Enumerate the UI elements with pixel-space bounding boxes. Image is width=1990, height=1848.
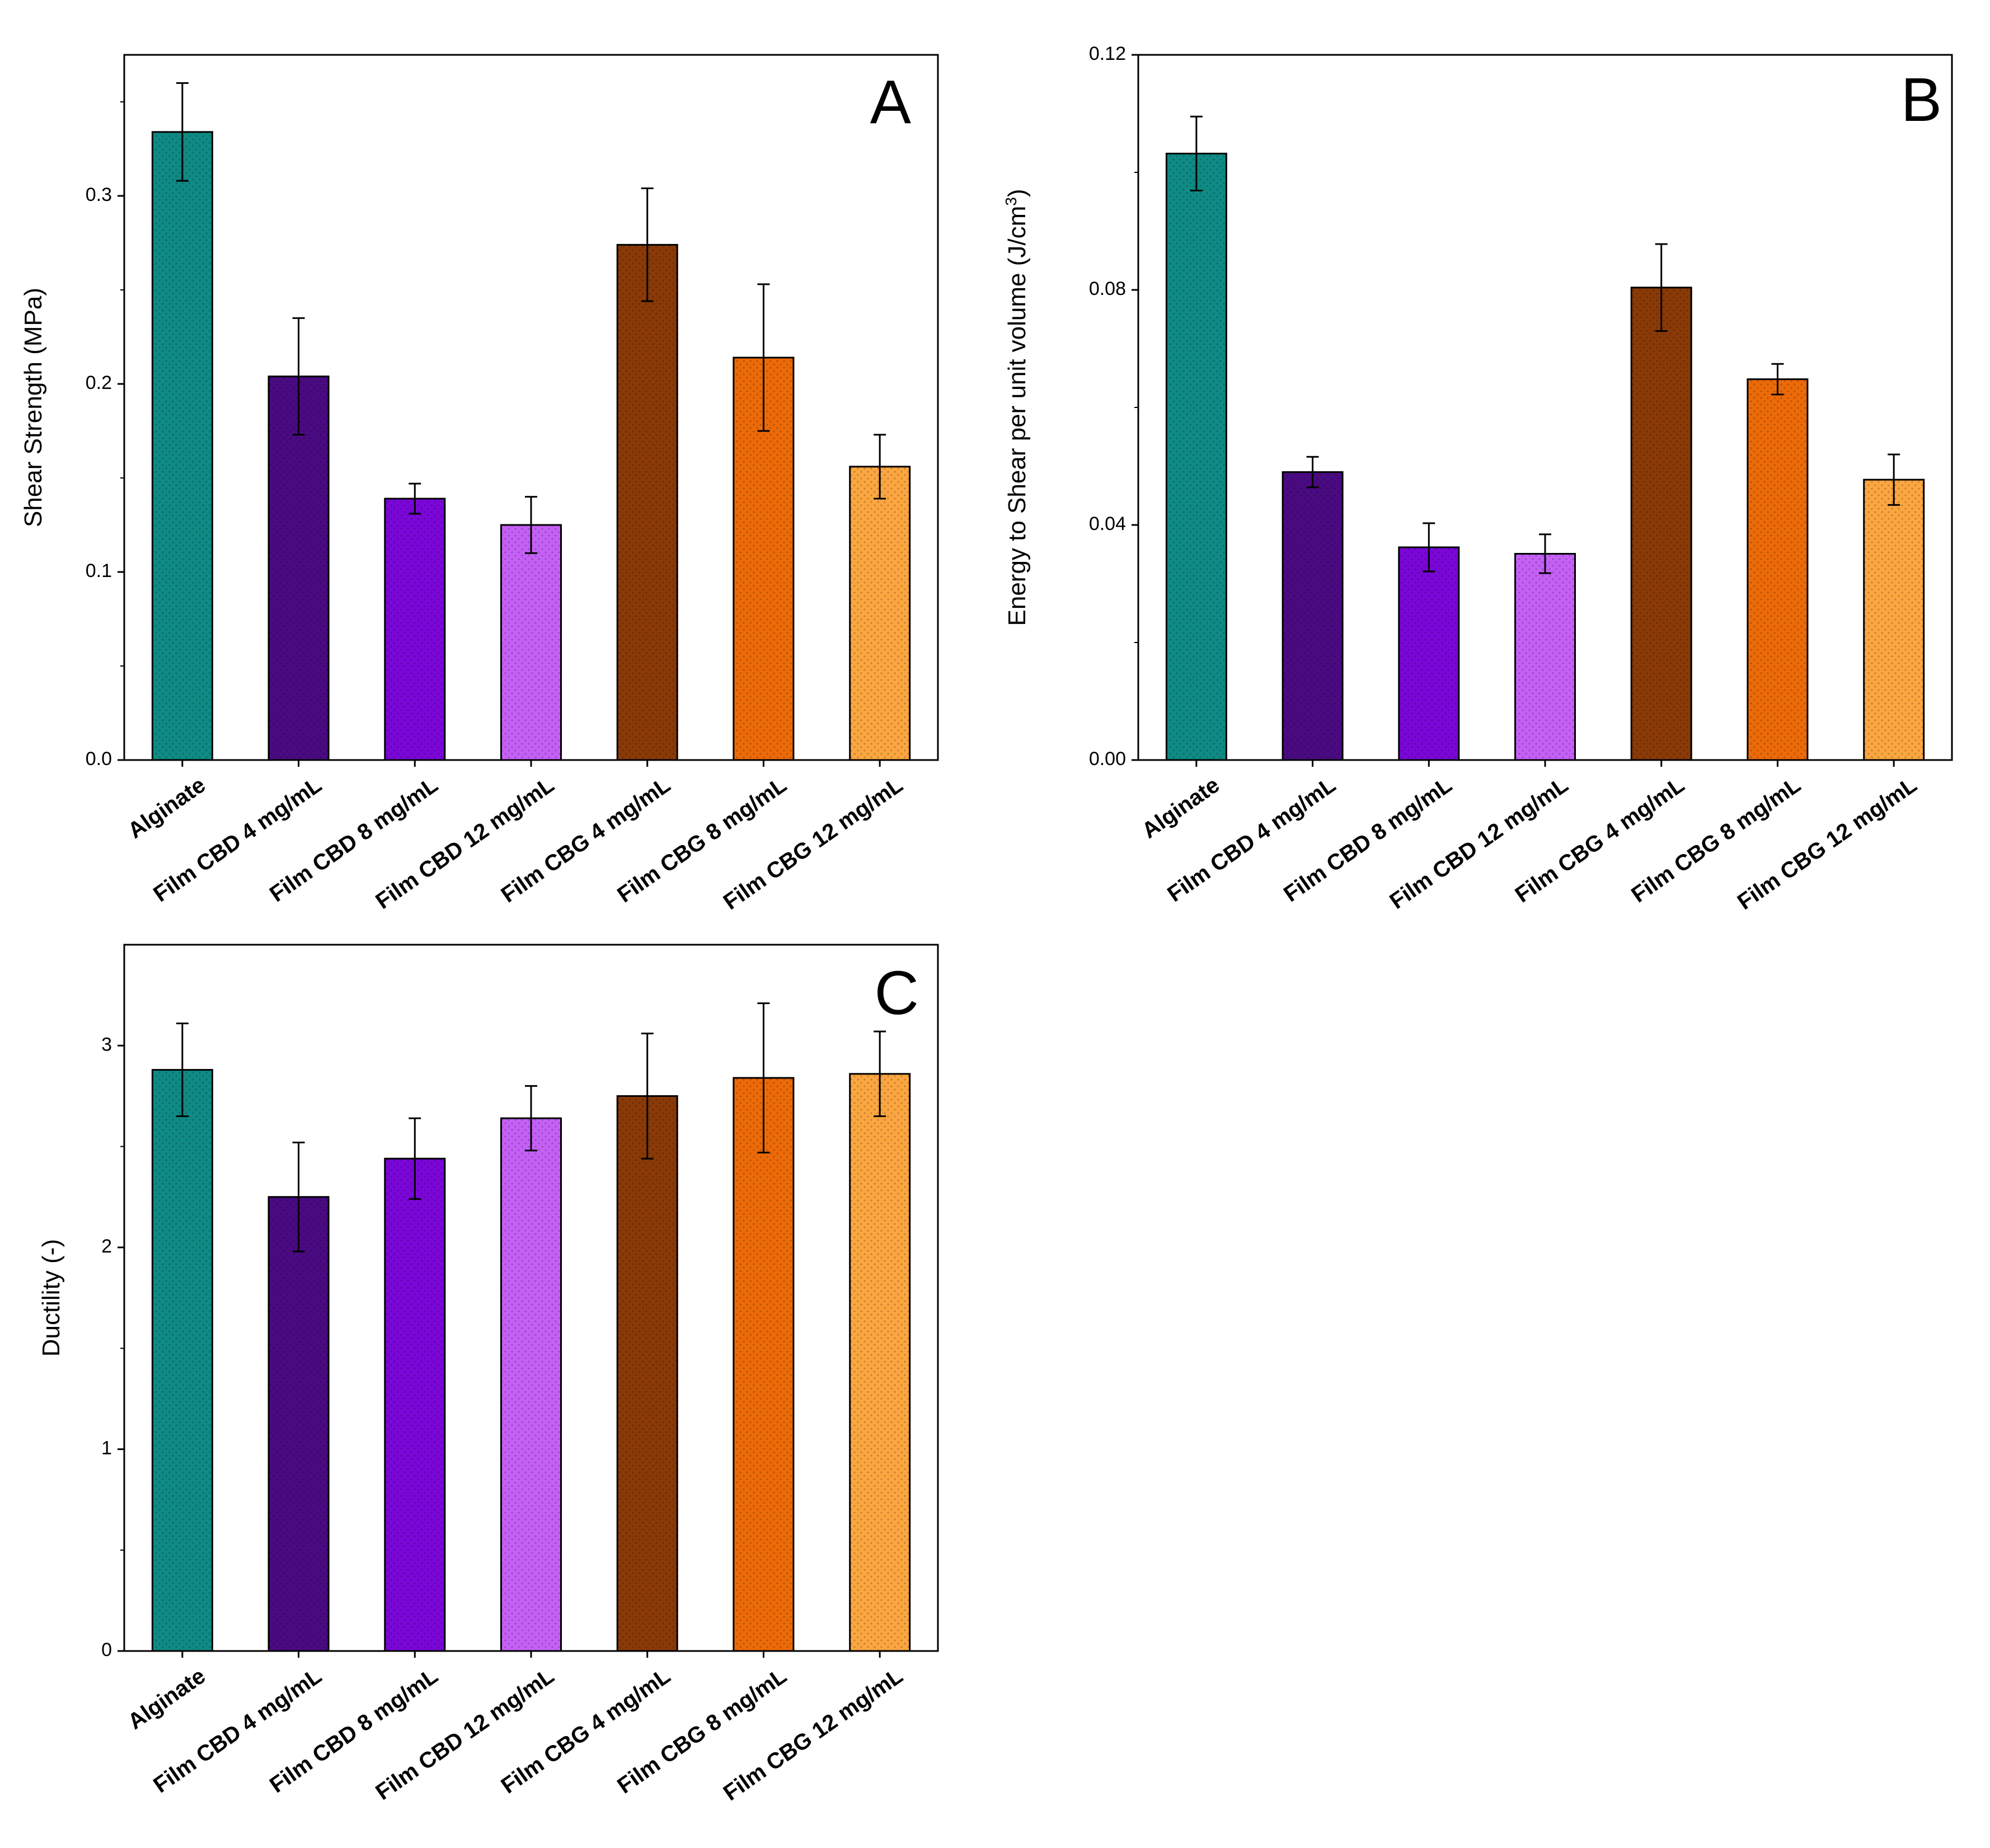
y-tick-label-3: 0.12: [1089, 43, 1126, 64]
y-tick-label-1: 0.04: [1089, 513, 1126, 534]
plot-frame: [1137, 54, 1953, 761]
bar-group-film-cbd-12-mg-ml: [1514, 533, 1576, 761]
bar-texture-film-cbd-12-mg-ml: [501, 525, 561, 760]
y-tick-label-0: 0.0: [86, 748, 112, 770]
bar-texture-film-cbg-4-mg-ml: [617, 1096, 678, 1651]
bar-group-film-cbg-4-mg-ml: [616, 1033, 678, 1652]
bar-texture-film-cbd-8-mg-ml: [384, 499, 445, 760]
y-axis-title: Shear Strength (MPa): [20, 288, 47, 527]
y-tick-label-2: 0.2: [86, 372, 112, 393]
bar-texture-film-cbd-4-mg-ml: [1283, 472, 1343, 760]
plot-frame: [123, 944, 939, 1652]
bar-texture-alginate: [1166, 153, 1227, 760]
bar-group-film-cbd-4-mg-ml: [267, 317, 330, 761]
bar-texture-film-cbd-4-mg-ml: [269, 376, 329, 760]
y-axis-title-superscript: 3: [1002, 197, 1020, 206]
bar-group-film-cbd-4-mg-ml: [1282, 456, 1344, 761]
y-tick-label-2: 0.08: [1089, 278, 1126, 299]
y-tick-label-1: 1: [101, 1437, 112, 1458]
panel-letter-c: C: [875, 959, 919, 1028]
x-label-alginate: Alginate: [1138, 772, 1224, 843]
bar-texture-film-cbd-4-mg-ml: [269, 1197, 329, 1651]
bar-texture-film-cbd-12-mg-ml: [1515, 554, 1575, 760]
bar-group-film-cbd-8-mg-ml: [384, 482, 446, 761]
bar-group-film-cbg-8-mg-ml: [1747, 363, 1809, 761]
bar-group-film-cbg-4-mg-ml: [616, 187, 678, 761]
bar-group-alginate: [1165, 115, 1227, 761]
bar-texture-film-cbg-8-mg-ml: [733, 1078, 794, 1651]
y-axis-title-suffix: ): [1003, 189, 1031, 197]
y-tick-label-0: 0: [101, 1639, 112, 1661]
bar-texture-film-cbd-8-mg-ml: [384, 1158, 445, 1651]
y-tick-label-1: 0.1: [86, 560, 112, 581]
bar-texture-film-cbd-12-mg-ml: [501, 1118, 561, 1651]
bar-group-film-cbg-8-mg-ml: [733, 1002, 795, 1652]
bar-group-film-cbd-12-mg-ml: [500, 1085, 562, 1652]
bar-texture-film-cbg-12-mg-ml: [849, 1073, 910, 1651]
bar-texture-film-cbg-8-mg-ml: [1747, 379, 1808, 760]
bar-texture-alginate: [152, 132, 213, 760]
x-label-alginate: Alginate: [124, 772, 210, 843]
y-tick-label-3: 0.3: [86, 184, 112, 205]
bar-group-film-cbg-12-mg-ml: [849, 1030, 911, 1652]
y-axis-title: Energy to Shear per unit volume (J/cm3): [1002, 189, 1031, 626]
bar-group-film-cbg-12-mg-ml: [1863, 453, 1925, 761]
bar-group-film-cbg-4-mg-ml: [1630, 243, 1692, 761]
x-label-alginate: Alginate: [124, 1663, 210, 1734]
bar-group-film-cbd-4-mg-ml: [267, 1141, 330, 1652]
y-tick-label-3: 3: [101, 1034, 112, 1055]
bar-texture-film-cbg-12-mg-ml: [1864, 480, 1924, 760]
bar-group-film-cbd-8-mg-ml: [1398, 522, 1460, 761]
y-tick-label-2: 2: [101, 1236, 112, 1257]
bar-group-film-cbd-8-mg-ml: [384, 1117, 446, 1652]
bar-texture-film-cbg-4-mg-ml: [617, 245, 678, 760]
bar-group-film-cbd-12-mg-ml: [500, 496, 562, 761]
bar-group-film-cbg-12-mg-ml: [849, 434, 911, 761]
bar-group-alginate: [151, 1023, 213, 1652]
bar-texture-film-cbg-4-mg-ml: [1631, 287, 1692, 760]
panel-letter-b: B: [1901, 65, 1942, 134]
bar-group-film-cbg-8-mg-ml: [733, 283, 795, 761]
bar-group-alginate: [151, 82, 213, 761]
panel-letter-a: A: [870, 68, 912, 137]
y-axis-title: Ductility (-): [37, 1239, 65, 1357]
y-axis-title-text: Shear Strength (MPa): [20, 288, 47, 527]
bar-texture-alginate: [152, 1070, 213, 1651]
y-axis-title-text: Ductility (-): [37, 1239, 65, 1357]
bar-texture-film-cbd-8-mg-ml: [1398, 547, 1459, 760]
bar-texture-film-cbg-12-mg-ml: [849, 466, 910, 760]
y-axis-title-text: Energy to Shear per unit volume (J/cm: [1003, 206, 1031, 626]
plot-frame: [123, 54, 939, 761]
y-tick-label-0: 0.00: [1089, 748, 1126, 770]
